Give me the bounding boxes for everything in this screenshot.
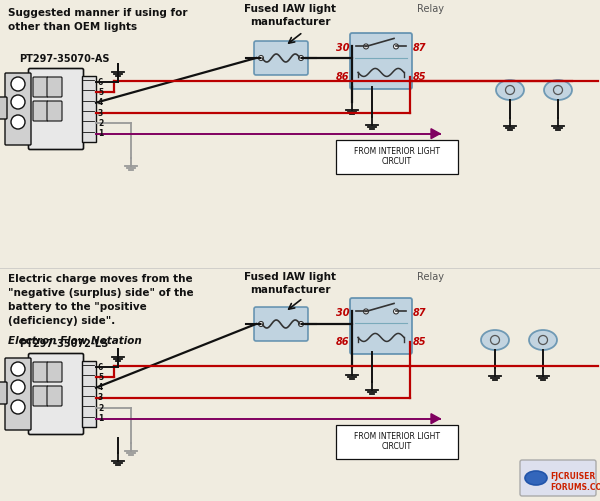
FancyBboxPatch shape [33, 101, 48, 121]
Polygon shape [431, 414, 440, 424]
Text: 4: 4 [98, 98, 103, 107]
Ellipse shape [529, 330, 557, 350]
Circle shape [364, 309, 368, 314]
Text: 86: 86 [335, 338, 349, 347]
Ellipse shape [525, 471, 547, 485]
Text: (deficiency) side".: (deficiency) side". [8, 316, 115, 326]
Circle shape [11, 115, 25, 129]
Text: 87: 87 [413, 309, 427, 319]
Circle shape [11, 380, 25, 394]
Bar [82, 76, 96, 142]
FancyBboxPatch shape [0, 97, 7, 119]
Text: 30: 30 [335, 44, 349, 54]
Text: 5: 5 [98, 373, 103, 382]
Text: "negative (surplus) side" of the: "negative (surplus) side" of the [8, 288, 194, 298]
Bar [82, 361, 96, 427]
Text: FROM INTERIOR LIGHT
CIRCUIT: FROM INTERIOR LIGHT CIRCUIT [354, 432, 440, 451]
Ellipse shape [496, 80, 524, 100]
Text: FJCRUISER: FJCRUISER [550, 472, 595, 481]
FancyBboxPatch shape [47, 386, 62, 406]
FancyBboxPatch shape [350, 298, 412, 354]
Text: 5: 5 [98, 88, 103, 97]
Text: PT297-35070-AS: PT297-35070-AS [19, 54, 109, 64]
Circle shape [299, 56, 304, 61]
FancyBboxPatch shape [33, 386, 48, 406]
FancyBboxPatch shape [336, 425, 458, 459]
FancyBboxPatch shape [336, 140, 458, 174]
Ellipse shape [481, 330, 509, 350]
Text: 85: 85 [413, 73, 427, 83]
Text: FROM INTERIOR LIGHT
CIRCUIT: FROM INTERIOR LIGHT CIRCUIT [354, 147, 440, 166]
Text: 87: 87 [413, 44, 427, 54]
Text: 30: 30 [335, 309, 349, 319]
Text: Fused IAW light: Fused IAW light [244, 4, 336, 14]
FancyBboxPatch shape [47, 362, 62, 382]
Text: 2: 2 [98, 404, 103, 413]
Text: FORUMS.COM: FORUMS.COM [550, 483, 600, 492]
FancyBboxPatch shape [254, 307, 308, 341]
FancyBboxPatch shape [47, 77, 62, 97]
FancyBboxPatch shape [0, 382, 7, 404]
Circle shape [11, 362, 25, 376]
Circle shape [11, 95, 25, 109]
Circle shape [299, 322, 304, 327]
Ellipse shape [544, 80, 572, 100]
Text: manufacturer: manufacturer [250, 285, 330, 295]
Text: PT297-35072-LS: PT297-35072-LS [19, 339, 109, 349]
Text: other than OEM lights: other than OEM lights [8, 22, 137, 32]
Text: 85: 85 [413, 338, 427, 347]
FancyBboxPatch shape [520, 460, 596, 496]
FancyBboxPatch shape [350, 33, 412, 89]
Text: manufacturer: manufacturer [250, 17, 330, 27]
Text: 4: 4 [98, 383, 103, 392]
Circle shape [11, 400, 25, 414]
FancyBboxPatch shape [29, 354, 83, 434]
Polygon shape [431, 129, 440, 139]
Text: 86: 86 [335, 73, 349, 83]
Circle shape [394, 309, 398, 314]
FancyBboxPatch shape [5, 358, 31, 430]
Text: Relay: Relay [416, 272, 443, 282]
FancyBboxPatch shape [254, 41, 308, 75]
Text: 3: 3 [98, 393, 103, 402]
FancyBboxPatch shape [33, 362, 48, 382]
Text: 3: 3 [98, 109, 103, 118]
FancyBboxPatch shape [5, 73, 31, 145]
Text: Fused IAW light: Fused IAW light [244, 272, 336, 282]
FancyBboxPatch shape [33, 77, 48, 97]
Circle shape [364, 44, 368, 49]
Text: Relay: Relay [416, 4, 443, 14]
Text: Electric charge moves from the: Electric charge moves from the [8, 274, 193, 284]
Text: 1: 1 [98, 129, 103, 138]
Text: 6: 6 [98, 363, 103, 372]
Text: 2: 2 [98, 119, 103, 128]
FancyBboxPatch shape [47, 101, 62, 121]
Circle shape [394, 44, 398, 49]
Circle shape [11, 77, 25, 91]
Text: 6: 6 [98, 78, 103, 87]
Text: Suggested manner if using for: Suggested manner if using for [8, 8, 187, 18]
Circle shape [259, 322, 263, 327]
Text: battery to the "positive: battery to the "positive [8, 302, 147, 312]
Text: 1: 1 [98, 414, 103, 423]
Circle shape [259, 56, 263, 61]
FancyBboxPatch shape [29, 69, 83, 149]
Text: Electron Flow Notation: Electron Flow Notation [8, 336, 142, 346]
